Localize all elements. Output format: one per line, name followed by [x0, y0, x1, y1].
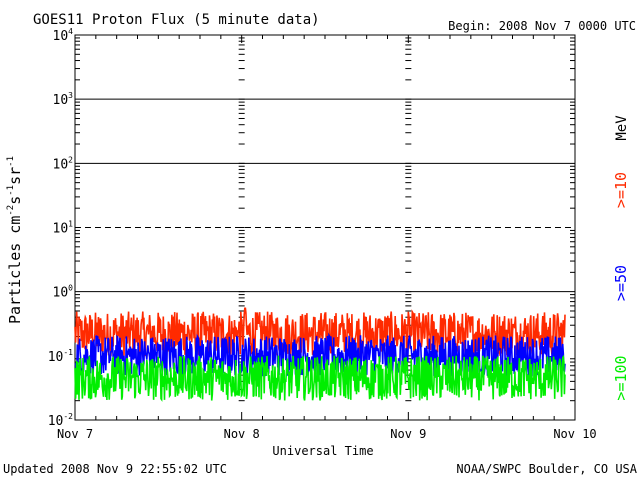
y-tick-label: 10-1 — [48, 348, 73, 365]
x-tick-labels: Nov 7 Nov 8 Nov 9 Nov 10 — [57, 427, 597, 441]
updated-timestamp: Updated 2008 Nov 9 22:55:02 UTC — [3, 462, 227, 476]
grid-lines — [74, 35, 576, 421]
y-tick-label: 101 — [53, 220, 74, 237]
agency-credit: NOAA/SWPC Boulder, CO USA — [456, 462, 637, 476]
legend-entry-0: >=10 — [612, 172, 630, 208]
legend-unit: MeV — [614, 115, 630, 141]
legend-entry-1: >=50 — [612, 265, 630, 301]
y-tick-labels: 104 103 102 101 100 10-1 10-2 — [48, 27, 73, 429]
y-tick-label: 103 — [53, 91, 74, 108]
series-line-1 — [74, 332, 566, 378]
y-tick-label: 10-2 — [48, 412, 73, 429]
x-tick-label: Nov 7 — [57, 427, 93, 441]
x-tick-label: Nov 8 — [224, 427, 260, 441]
series-line-2 — [74, 354, 566, 402]
x-axis-label: Universal Time — [272, 444, 373, 458]
y-tick-label: 104 — [53, 27, 74, 44]
y-tick-label: 102 — [53, 155, 74, 172]
legend: MeV >=10 >=50 >=100 — [612, 115, 630, 401]
y-tick-label: 100 — [53, 284, 74, 301]
legend-entry-2: >=100 — [612, 355, 630, 400]
x-tick-label: Nov 9 — [390, 427, 426, 441]
series-group — [74, 307, 566, 402]
begin-label: Begin: 2008 Nov 7 0000 UTC — [448, 19, 636, 33]
y-axis-label: Particles cm-2s-1sr-1 — [6, 156, 24, 324]
x-tick-label: Nov 10 — [553, 427, 596, 441]
chart-title: GOES11 Proton Flux (5 minute data) — [33, 12, 320, 28]
